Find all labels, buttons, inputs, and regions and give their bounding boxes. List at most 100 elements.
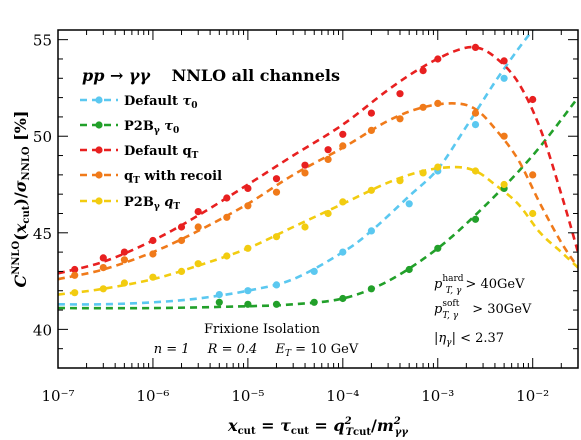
y-tick-label: 50 (33, 128, 52, 146)
data-point-1-2 (272, 300, 281, 308)
data-point-3-12 (367, 126, 375, 134)
data-point-3-15 (434, 99, 442, 107)
data-point-0-4 (339, 248, 347, 256)
x-tick-label: 10⁻³ (421, 387, 454, 405)
data-point-2-0 (71, 265, 79, 274)
cut-eta: |ηγ| < 2.37 (434, 331, 504, 348)
data-point-4-6 (223, 252, 231, 260)
data-point-0-0 (215, 291, 223, 299)
data-point-2-13 (396, 90, 404, 98)
x-tick-label: 10⁻² (516, 387, 549, 405)
legend-label-0: Default τ0 (124, 94, 198, 111)
data-point-0-3 (310, 267, 318, 275)
data-point-2-17 (500, 57, 508, 65)
data-point-3-13 (396, 115, 404, 123)
legend-marker-1 (95, 121, 103, 129)
legend-label-4: P2Bγ qT (124, 195, 180, 212)
data-point-3-1 (99, 264, 107, 272)
data-point-2-8 (272, 175, 281, 183)
data-point-4-3 (149, 273, 157, 281)
data-point-4-10 (324, 209, 332, 218)
series-markers (71, 43, 537, 308)
chart-title: pp → γγ NNLO all channels (82, 66, 340, 85)
x-tick-label: 10⁻⁶ (136, 387, 169, 405)
data-point-4-16 (471, 167, 480, 175)
data-point-4-7 (244, 244, 252, 252)
data-point-1-3 (310, 298, 318, 306)
x-axis-title: xcut = τcut = q2 Tcut/m2 γγ (227, 416, 408, 438)
data-point-0-5 (367, 227, 375, 235)
data-point-3-18 (529, 171, 537, 179)
series-curves (58, 30, 578, 310)
data-point-3-0 (71, 271, 79, 279)
legend-label-1: P2Bγ τ0 (124, 119, 179, 136)
data-point-1-1 (244, 300, 252, 308)
data-point-0-8 (471, 121, 480, 129)
data-point-4-9 (301, 223, 309, 231)
legend: Default τ0 P2Bγ τ0 Default qT qT with recoi… (80, 94, 222, 212)
data-point-2-14 (419, 67, 427, 75)
data-point-2-4 (177, 223, 186, 231)
legend-label-2: Default qT (124, 144, 199, 161)
series-line-4 (58, 165, 578, 296)
x-tick-label: 10⁻⁵ (231, 387, 264, 405)
data-point-2-6 (223, 194, 231, 202)
data-point-4-8 (272, 233, 281, 241)
data-point-2-2 (120, 248, 128, 256)
cut-pt-soft: psoft T, γ > 30GeV (434, 299, 532, 321)
data-point-3-8 (272, 188, 281, 196)
data-point-1-0 (215, 298, 223, 306)
y-tick-label: 40 (33, 321, 52, 339)
data-point-3-10 (324, 155, 332, 163)
x-tick-label: 10⁻⁷ (41, 387, 74, 405)
data-point-3-11 (339, 142, 347, 150)
data-point-3-3 (149, 250, 157, 258)
isolation-label: Frixione Isolation (204, 322, 321, 337)
data-point-4-12 (367, 186, 375, 194)
data-point-2-7 (244, 184, 252, 192)
data-point-4-18 (529, 209, 537, 218)
data-point-4-0 (71, 289, 79, 297)
axis-ticks: 10⁻⁷ 10⁻⁶ 10⁻⁵ 10⁻⁴ 10⁻³ 10⁻² 40 45 50 55 (33, 30, 579, 405)
data-point-2-9 (301, 161, 309, 169)
isolation-params: n = 1 R = 0.4 ET = 10 GeV (154, 342, 359, 359)
data-point-4-5 (194, 260, 202, 268)
data-point-2-10 (324, 146, 332, 154)
legend-marker-4 (95, 197, 103, 205)
data-point-2-12 (367, 109, 375, 117)
data-point-0-2 (272, 281, 281, 289)
data-point-4-14 (419, 169, 427, 177)
data-point-2-18 (529, 95, 537, 104)
cut-pt-hard: phard T, γ > 40GeV (434, 274, 525, 296)
data-point-4-15 (434, 163, 442, 171)
series-line-3 (58, 102, 578, 281)
data-point-2-3 (149, 236, 157, 245)
data-point-0-9 (500, 74, 508, 82)
data-point-3-14 (419, 103, 427, 111)
data-point-3-17 (500, 132, 508, 140)
legend-label-3: qT with recoil (124, 169, 222, 186)
data-point-1-7 (434, 244, 442, 252)
x-tick-label: 10⁻⁴ (326, 387, 359, 405)
data-point-2-16 (471, 43, 480, 52)
data-point-4-17 (500, 180, 508, 189)
data-point-3-2 (120, 256, 128, 264)
data-point-1-4 (339, 294, 347, 303)
data-point-2-1 (99, 254, 107, 262)
legend-marker-0 (95, 96, 103, 104)
data-point-3-4 (177, 236, 186, 245)
y-tick-label: 55 (33, 32, 52, 50)
legend-marker-2 (95, 146, 103, 154)
data-point-3-9 (301, 169, 309, 177)
data-point-2-5 (194, 208, 202, 216)
y-axis-title: CNNLO(xcut)/σNNLO [%] (11, 110, 32, 287)
data-point-4-1 (99, 285, 107, 293)
data-point-1-6 (405, 265, 413, 274)
data-point-4-2 (120, 279, 128, 287)
series-line-1 (58, 96, 578, 310)
y-tick-label: 45 (33, 225, 52, 243)
data-point-2-11 (339, 130, 347, 138)
data-point-3-16 (471, 109, 480, 117)
data-point-0-6 (405, 200, 413, 208)
